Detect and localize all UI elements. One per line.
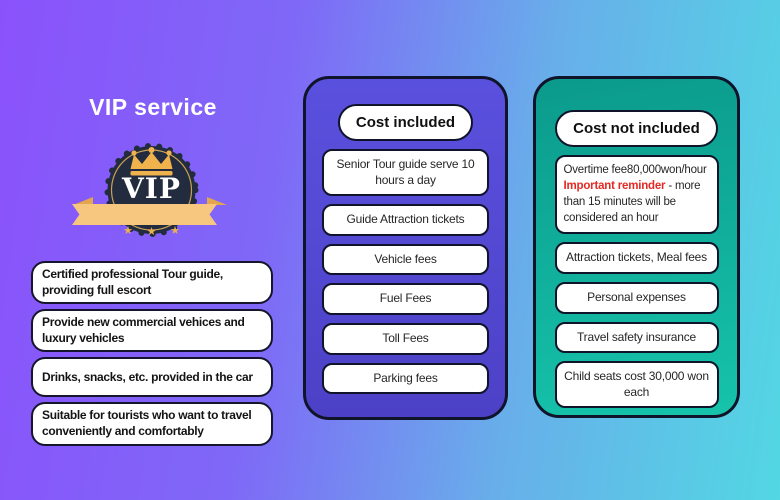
crown-icon [130, 147, 173, 176]
cost-not-included-card: Cost not included Overtime fee80,000won/… [533, 76, 740, 418]
important-reminder-text: Important reminder [563, 179, 666, 192]
overtime-note: Overtime fee80,000won/hour Important rem… [554, 155, 719, 235]
star-icon: ★ [170, 224, 180, 237]
cost-included-item: Parking fees [322, 362, 489, 395]
overtime-suffix: - more than 15 minutes will be considere… [563, 179, 701, 224]
overtime-prefix: Overtime fee80,000won/hour [563, 164, 707, 176]
cost-included-item: Vehicle fees [322, 243, 489, 276]
feature-list: Certified professional Tour guide, provi… [31, 261, 273, 446]
feature-pill-suitable: Suitable for tourists who want to travel… [31, 402, 273, 446]
vip-badge-svg: VIP ★ ★ ★ [72, 143, 227, 238]
cost-included-items: Senior Tour guide serve 10 hours a day G… [322, 149, 489, 395]
star-icon: ★ [147, 225, 157, 238]
cost-not-included-header: Cost not included [555, 110, 718, 147]
badge-label: VIP [121, 172, 181, 205]
cost-included-item: Toll Fees [322, 322, 489, 355]
cost-included-item: Senior Tour guide serve 10 hours a day [322, 149, 489, 197]
cost-included-header: Cost included [337, 104, 474, 141]
star-icon: ★ [123, 224, 133, 237]
cost-included-item: Guide Attraction tickets [322, 204, 489, 236]
cost-not-included-item: Child seats cost 30,000 won each [554, 361, 719, 409]
cost-not-included-item: Personal expenses [554, 282, 719, 314]
cost-not-included-item: Attraction tickets, Meal fees [554, 242, 719, 275]
feature-pill-guide: Certified professional Tour guide, provi… [31, 261, 273, 305]
page-title: VIP service [89, 94, 217, 120]
vip-badge-icon: VIP ★ ★ ★ [70, 139, 230, 243]
feature-pill-drinks: Drinks, snacks, etc. provided in the car [31, 357, 273, 398]
cost-not-included-item: Travel safety insurance [554, 321, 719, 354]
cost-included-card: Cost included Senior Tour guide serve 10… [303, 76, 508, 420]
cost-not-included-items: Overtime fee80,000won/hour Important rem… [554, 155, 719, 409]
ribbon-folds [73, 197, 227, 205]
cost-included-item: Fuel Fees [322, 283, 489, 315]
feature-pill-vehicles: Provide new commercial vehices and luxur… [31, 309, 273, 353]
star-icons: ★ ★ ★ [123, 224, 180, 238]
ribbon-icon [72, 204, 217, 225]
